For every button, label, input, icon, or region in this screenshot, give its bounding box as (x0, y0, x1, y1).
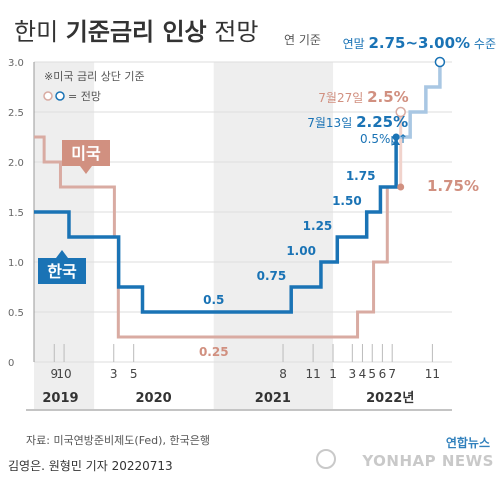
x-tick-label: 8 (279, 367, 287, 381)
korea-current-dot (392, 133, 400, 141)
source-note: 자료: 미국연방준비제도(Fed), 한국은행 (26, 434, 210, 447)
watermark-logo-icon (316, 449, 336, 469)
data-label: 1.25 (303, 219, 333, 233)
y-tick-label: 0.5 (8, 308, 24, 319)
korea-rate-line (34, 137, 398, 314)
byline: 김영은. 원형민 기자 20220713 (8, 459, 173, 473)
legend-us-marker (43, 91, 53, 101)
year-label: 2021 (255, 391, 291, 406)
x-tick-label: 10 (56, 367, 71, 381)
x-tick-label: 7 (388, 367, 396, 381)
y-tick-label: 1.5 (8, 208, 24, 219)
year-label: 2020 (136, 391, 172, 406)
y-tick-label: 3.0 (8, 58, 24, 69)
x-tick-label: 3 (349, 367, 357, 381)
data-label: 0.75 (257, 269, 287, 283)
y-tick-label: 2.5 (8, 108, 24, 119)
y-tick-label: 1.0 (8, 258, 24, 269)
y-tick-label: 0 (8, 358, 14, 369)
x-tick-label: 5 (368, 367, 376, 381)
data-label: 1.75 (346, 169, 376, 183)
us-label-pointer (80, 166, 92, 174)
us-series-label: 미국 (71, 144, 101, 163)
x-tick-label: 6 (379, 367, 387, 381)
korea-forecast-marker (434, 56, 446, 68)
annotation-us-july27: 7월27일 2.5% (318, 88, 408, 106)
korea-up-arrow (392, 139, 401, 145)
korea-forecast-line (396, 62, 442, 139)
annotation-korea-july13: 7월13일 2.25% (307, 113, 408, 131)
us-forecast-marker (395, 106, 406, 118)
watermark-text: YONHAP NEWS (361, 452, 494, 470)
legend-korea-marker (55, 91, 65, 101)
annotation-korea-step: 0.5%p↑ (360, 132, 408, 146)
annotation-year-end: 연말 2.75~3.00% 수준 (343, 34, 496, 52)
legend-forecast-label: = 전망 (68, 90, 101, 103)
us-current-dot (397, 183, 405, 191)
watermark-brand: 연합뉴스 (446, 435, 490, 450)
data-label: 0.5 (203, 293, 224, 307)
x-tick-label: 4 (359, 367, 367, 381)
x-tick-label: 3 (110, 367, 118, 381)
korea-label-box (38, 258, 86, 284)
x-tick-label: 9 (50, 367, 58, 381)
legend-note: ※미국 금리 상단 기준 (44, 70, 145, 83)
data-label: 1.50 (332, 194, 362, 208)
year-label: 2022년 (366, 391, 414, 406)
chart-title: 한미 기준금리 인상 전망 (14, 18, 258, 46)
annotation-us-current: 1.75% (427, 177, 479, 195)
x-tick-label: 11 (305, 367, 320, 381)
y-tick-label: 2.0 (8, 158, 24, 169)
x-tick-label: 1 (329, 367, 337, 381)
data-label: 0.25 (199, 345, 229, 359)
x-tick-label: 11 (425, 367, 440, 381)
year-band-2021 (213, 62, 334, 409)
x-tick-label: 5 (130, 367, 138, 381)
korea-series-label: 한국 (47, 262, 77, 281)
data-label: 1.00 (286, 244, 316, 258)
korea-label-pointer (56, 250, 68, 258)
unit-note: 연 기준 (284, 33, 321, 47)
year-label: 2019 (42, 391, 78, 406)
us-label-box (62, 140, 110, 166)
